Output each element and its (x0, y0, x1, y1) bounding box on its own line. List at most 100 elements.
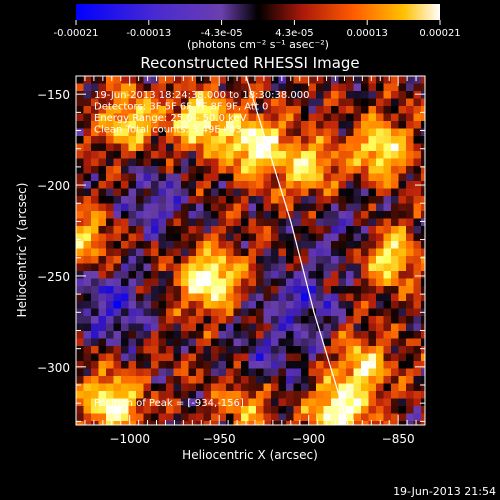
heatmap-cell (316, 406, 324, 414)
heatmap-cell (173, 98, 182, 107)
heatmap-cell (338, 113, 347, 122)
heatmap-cell (376, 331, 384, 339)
heatmap-cell (361, 346, 369, 354)
heatmap-cell (263, 241, 272, 249)
heatmap-cell (368, 271, 377, 279)
heatmap-cell (248, 346, 257, 354)
heatmap-cell (353, 376, 362, 384)
heatmap-cell (143, 128, 152, 137)
heatmap-cell (406, 241, 414, 249)
heatmap-cell (196, 278, 204, 287)
heatmap-cell (248, 391, 257, 399)
heatmap-cell (181, 121, 189, 129)
heatmap-cell (98, 256, 107, 264)
heatmap-cell (421, 271, 425, 279)
heatmap-cell (398, 263, 407, 272)
heatmap-cell (158, 241, 167, 249)
heatmap-cell (98, 316, 107, 324)
heatmap-cell (151, 301, 159, 309)
heatmap-cell (211, 136, 219, 144)
heatmap-cell (121, 331, 129, 339)
heatmap-cell (113, 121, 122, 129)
heatmap-cell (233, 256, 242, 264)
heatmap-cell (248, 316, 257, 324)
heatmap-cell (143, 271, 152, 279)
heatmap-cell (331, 173, 339, 182)
heatmap-cell (361, 128, 369, 137)
heatmap-cell (211, 248, 219, 257)
heatmap-cell (406, 406, 414, 414)
heatmap-cell (308, 113, 317, 122)
heatmap-cell (166, 271, 174, 279)
heatmap-cell (293, 136, 302, 144)
heatmap-cell (346, 331, 354, 339)
heatmap-cell (353, 113, 362, 122)
heatmap-cell (106, 391, 114, 399)
heatmap-cell (398, 421, 407, 425)
heatmap-cell (293, 368, 302, 377)
heatmap-cell (331, 128, 339, 137)
heatmap-cell (346, 218, 354, 227)
heatmap-cell (151, 211, 159, 219)
heatmap-cell (181, 173, 189, 182)
heatmap-cell (421, 151, 425, 159)
heatmap-cell (293, 331, 302, 339)
heatmap-cell (361, 181, 369, 189)
heatmap-cell (158, 271, 167, 279)
heatmap-cell (278, 181, 287, 189)
heatmap-cell (158, 226, 167, 234)
heatmap-cell (331, 211, 339, 219)
heatmap-cell (158, 166, 167, 174)
heatmap-cell (76, 278, 84, 287)
heatmap-cell (91, 376, 99, 384)
heatmap-cell (346, 323, 354, 332)
heatmap-cell (113, 353, 122, 362)
heatmap-cell (76, 391, 84, 399)
heatmap-cell (83, 353, 92, 362)
heatmap-cell (173, 278, 182, 287)
heatmap-cell (158, 256, 167, 264)
heatmap-cell (256, 421, 264, 425)
heatmap-cell (218, 143, 227, 152)
heatmap-cell (361, 151, 369, 159)
heatmap-cell (241, 128, 249, 137)
heatmap-cell (241, 383, 249, 392)
heatmap-cell (143, 188, 152, 197)
heatmap-cell (316, 113, 324, 122)
heatmap-cell (76, 256, 84, 264)
heatmap-cell (383, 188, 392, 197)
heatmap-cell (241, 196, 249, 204)
heatmap-cell (211, 286, 219, 294)
heatmap-cell (76, 286, 84, 294)
heatmap-cell (331, 113, 339, 122)
heatmap-cell (173, 376, 182, 384)
heatmap-cell (256, 376, 264, 384)
heatmap-cell (346, 128, 354, 137)
heatmap-cell (391, 91, 399, 99)
heatmap-cell (286, 316, 294, 324)
heatmap-cell (421, 331, 425, 339)
heatmap-cell (338, 421, 347, 425)
heatmap-cell (286, 376, 294, 384)
heatmap-cell (361, 166, 369, 174)
heatmap-cell (368, 143, 377, 152)
heatmap-cell (248, 398, 257, 407)
heatmap-cell (263, 136, 272, 144)
heatmap-cell (113, 226, 122, 234)
heatmap-cell (331, 263, 339, 272)
heatmap-cell (136, 211, 144, 219)
heatmap-cell (406, 203, 414, 212)
heatmap-cell (406, 398, 414, 407)
heatmap-cell (376, 218, 384, 227)
heatmap-cell (278, 286, 287, 294)
heatmap-cell (338, 346, 347, 354)
heatmap-cell (143, 151, 152, 159)
heatmap-cell (121, 346, 129, 354)
heatmap-cell (158, 203, 167, 212)
heatmap-cell (263, 211, 272, 219)
heatmap-cell (271, 368, 279, 377)
heatmap-cell (376, 398, 384, 407)
heatmap-cell (278, 241, 287, 249)
heatmap-cell (203, 173, 212, 182)
plot-frame (75, 75, 426, 426)
